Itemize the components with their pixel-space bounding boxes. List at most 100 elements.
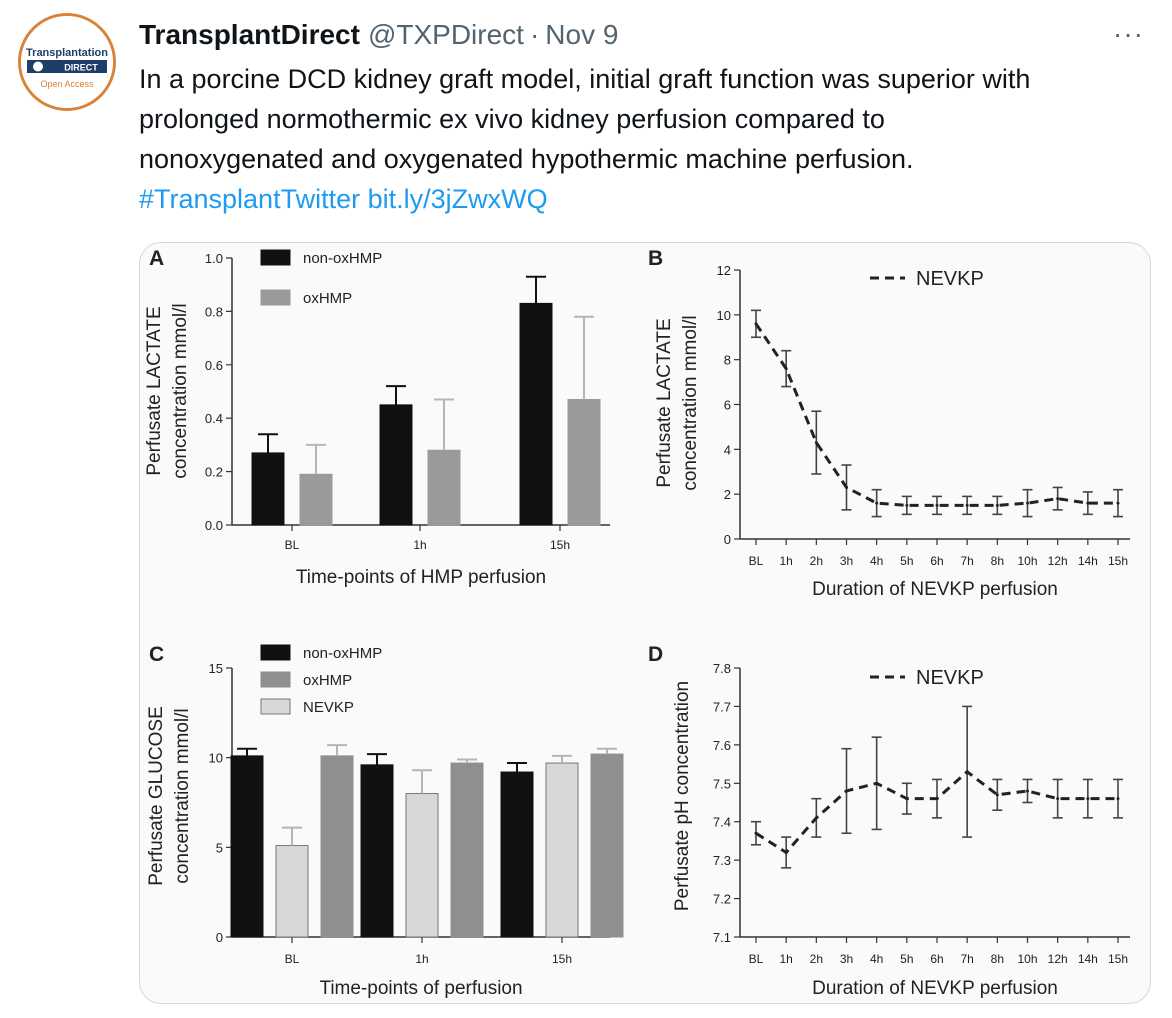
x-tick-label: 3h [840, 554, 853, 568]
x-tick-label: 4h [870, 952, 883, 966]
more-options-icon[interactable]: ··· [1113, 18, 1144, 49]
x-tick-label: 15h [552, 952, 572, 966]
y-tick-label: 7.1 [713, 930, 731, 945]
y-axis-label: Perfusate GLUCOSE [146, 706, 167, 886]
data-point [845, 789, 848, 793]
tweet-text-line: In a porcine DCD kidney graft model, ini… [139, 64, 1031, 94]
data-point [935, 503, 939, 507]
account-avatar[interactable]: Transplantation DIRECT Open Access [18, 13, 116, 111]
tweet-text: In a porcine DCD kidney graft model, ini… [139, 59, 1159, 219]
y-tick-label: 7.4 [713, 815, 731, 830]
tweet-text-line: nonoxygenated and oxygenated hypothermic… [139, 144, 914, 174]
x-axis-label: Time-points of HMP perfusion [296, 567, 546, 588]
data-point [875, 501, 879, 505]
avatar-logo-text: Transplantation [26, 47, 108, 59]
data-point [1056, 497, 1060, 501]
x-tick-label: 7h [960, 952, 973, 966]
y-tick-label: 6 [724, 398, 731, 413]
x-tick-label: 15h [1108, 554, 1128, 568]
tweet-text-line: prolonged normothermic ex vivo kidney pe… [139, 104, 885, 134]
chart-legend: non-oxHMP oxHMP [260, 249, 382, 307]
x-tick-label: 14h [1078, 952, 1098, 966]
panel-letter: D [648, 643, 663, 666]
chart-legend: NEVKP [870, 667, 984, 689]
data-point [754, 831, 758, 835]
data-point [875, 781, 879, 785]
x-tick-label: 4h [870, 554, 883, 568]
x-axis-label: Duration of NEVKP perfusion [812, 579, 1058, 600]
legend-label: non-oxHMP [303, 250, 382, 267]
data-point [1056, 797, 1060, 801]
data-point [1086, 501, 1090, 505]
bar [405, 793, 439, 938]
bar [590, 753, 624, 938]
tweet-date[interactable]: Nov 9 [545, 19, 619, 50]
x-tick-label: 8h [991, 952, 1004, 966]
x-tick-label: 2h [810, 952, 823, 966]
chart-panel-b: B 0 2 4 6 8 10 12 Perfusate LACTATE concentration… [648, 247, 1130, 600]
data-point [905, 797, 909, 801]
short-url-link[interactable]: bit.ly/3jZwxWQ [367, 184, 548, 214]
bar [320, 755, 354, 938]
x-tick-label: 12h [1048, 554, 1068, 568]
bar [251, 452, 285, 526]
y-axis-label: concentration mmol/l [172, 708, 193, 883]
data-point [1116, 501, 1120, 505]
x-tick-label: BL [285, 538, 300, 552]
y-tick-label: 4 [724, 442, 731, 457]
data-point [965, 503, 969, 507]
x-tick-label: 10h [1017, 952, 1037, 966]
tweet-header: TransplantDirect @TXPDirect · Nov 9 [139, 18, 618, 52]
y-tick-label: 5 [216, 840, 223, 855]
x-tick-label: 1h [779, 952, 792, 966]
panel-letter: B [648, 247, 663, 270]
tweet-media[interactable]: A 0.0 0.2 0.4 0.6 0.8 1.0 Perfusate LACTATE conc… [139, 242, 1151, 1004]
bar [450, 762, 484, 938]
legend-swatch [260, 698, 291, 715]
y-tick-label: 7.2 [713, 892, 731, 907]
hashtag-link[interactable]: #TransplantTwitter [139, 184, 361, 214]
y-axis-label: Perfusate pH concentration [672, 681, 693, 911]
y-axis-label: Perfusate LACTATE [654, 318, 675, 487]
account-handle[interactable]: @TXPDirect [367, 19, 524, 50]
panel-letter: C [149, 643, 164, 666]
x-tick-label: BL [749, 554, 764, 568]
data-point [1086, 797, 1090, 801]
account-name[interactable]: TransplantDirect [139, 19, 360, 50]
y-tick-label: 0.2 [205, 465, 223, 480]
bar [360, 764, 394, 938]
avatar-logo-subtext: DIRECT [64, 63, 98, 73]
y-tick-label: 0.0 [205, 518, 223, 533]
y-tick-label: 15 [209, 661, 223, 676]
tweet-links-line: #TransplantTwitter bit.ly/3jZwxWQ [139, 179, 1159, 219]
data-point [1026, 501, 1029, 505]
chart-panel-c: C 0 5 10 15 Perfusate GLUCOSE concentration mm… [146, 643, 624, 999]
x-tick-label: 6h [930, 952, 943, 966]
bar [427, 449, 461, 526]
chart-legend: non-oxHMP oxHMP NEVKP [260, 644, 382, 716]
legend-label: NEVKP [916, 268, 984, 290]
data-point [814, 816, 818, 820]
y-tick-label: 10 [209, 751, 223, 766]
legend-label: non-oxHMP [303, 645, 382, 662]
avatar-open-access: Open Access [40, 79, 94, 89]
y-axis-label: concentration mmol/l [680, 315, 701, 490]
bar [379, 404, 413, 526]
bar [519, 302, 553, 526]
y-axis-label: Perfusate LACTATE [144, 306, 165, 475]
x-tick-label: 15h [550, 538, 570, 552]
bar [567, 399, 601, 526]
legend-swatch [260, 671, 291, 688]
x-tick-label: BL [749, 952, 764, 966]
legend-swatch [260, 289, 291, 306]
y-tick-label: 7.6 [713, 738, 731, 753]
y-tick-label: 2 [724, 487, 731, 502]
data-point [965, 770, 969, 774]
y-tick-label: 0 [724, 532, 731, 547]
legend-label: oxHMP [303, 672, 352, 689]
bar [275, 845, 309, 938]
bar [299, 473, 333, 526]
y-tick-label: 7.8 [713, 661, 731, 676]
data-point [1116, 797, 1120, 801]
x-tick-label: 5h [900, 952, 913, 966]
